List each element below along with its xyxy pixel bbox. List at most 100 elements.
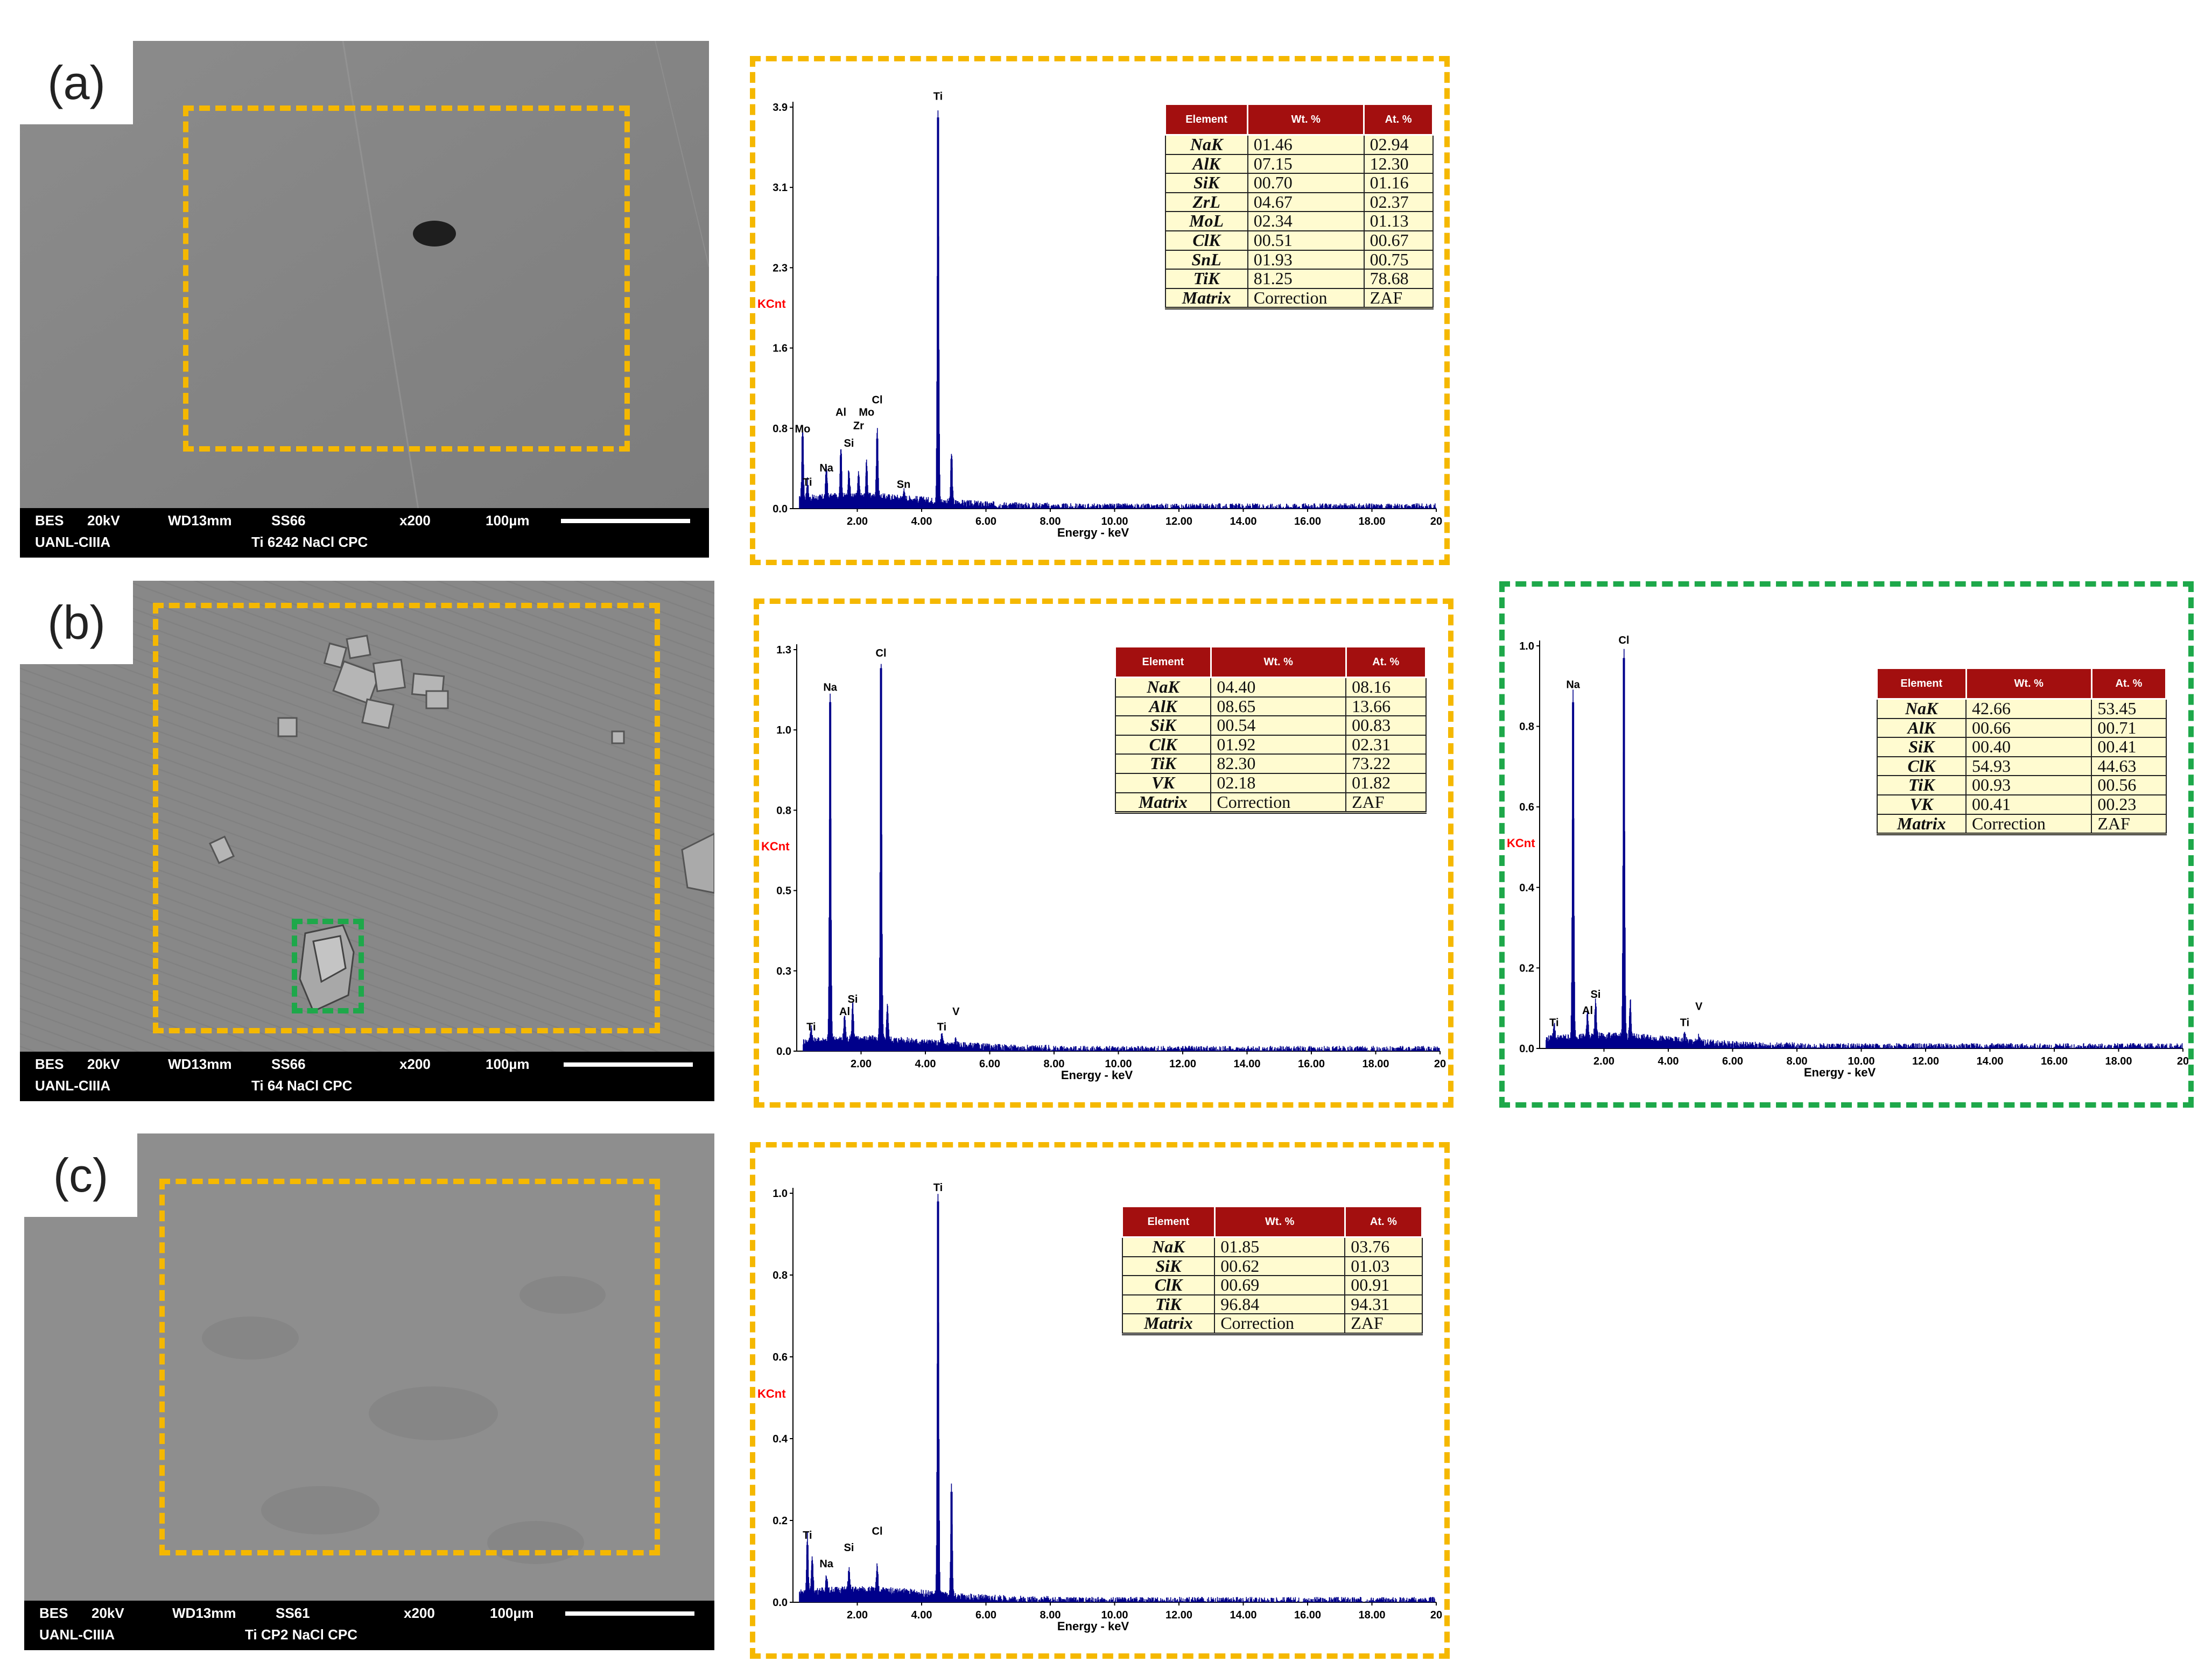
value-cell: 00.70 (1247, 173, 1365, 193)
peak-label: Na (823, 681, 837, 693)
table-row: VK 02.18 01.82 (1114, 772, 1427, 793)
roi-particle-b (292, 919, 364, 1013)
value-cell: 13.66 (1345, 696, 1427, 717)
x-tick-label: 12.00 (1169, 1058, 1196, 1070)
y-tick-label: 1.3 (776, 644, 791, 656)
edge-deposit (681, 833, 714, 894)
y-tick-label: 0.0 (773, 1597, 788, 1609)
sem-info-bar-b: BES 20kV WD13mm SS66 x200 100µm UANL-CII… (20, 1052, 714, 1101)
surface-pit (413, 221, 456, 247)
edx-frame-b-particle: 0.0 0.2 0.4 0.6 0.8 1.0 2.00 4.00 6.00 8.00 10.00 1… (1499, 581, 2194, 1108)
panel-label-b: (b) (20, 581, 133, 664)
table-row: AlK 08.65 13.66 (1114, 696, 1427, 717)
table-header-cell: At. % (1363, 103, 1434, 136)
element-cell: SiK (1876, 737, 1967, 757)
table-row: MoL 02.34 01.13 (1164, 211, 1434, 231)
value-cell: Correction (1214, 1313, 1346, 1335)
sem-lab: UANL-CIIIA (35, 534, 111, 550)
y-tick-label: 0.8 (773, 423, 788, 435)
y-tick-label: 0.4 (773, 1433, 788, 1445)
eds-table-b-particle: Element Wt. % At. % NaK 42.66 53.45 AlK 00.66 00… (1876, 667, 2167, 836)
x-axis-label: Energy - keV (1804, 1066, 1876, 1079)
peak-label: Ti (1680, 1017, 1689, 1029)
y-tick-label: 2.3 (773, 262, 788, 274)
peak-label: Ti (933, 90, 943, 102)
table-row: ClK 00.69 00.91 (1121, 1275, 1423, 1295)
table-row: Matrix Correction ZAF (1876, 813, 2167, 836)
peak-label: Sn (897, 479, 911, 491)
sem-voltage: 20kV (87, 512, 120, 529)
peak-label: Cl (872, 1525, 883, 1537)
value-cell: 00.51 (1247, 230, 1365, 251)
peak-label: Ti (806, 1022, 816, 1033)
table-row: ClK 00.51 00.67 (1164, 230, 1434, 251)
value-cell: 01.93 (1247, 249, 1365, 270)
spectrum-trace (1546, 649, 2183, 1048)
table-header-cell: Wt. % (1965, 667, 2092, 700)
value-cell: Correction (1965, 813, 2092, 836)
value-cell: 03.76 (1344, 1236, 1423, 1257)
value-cell: 96.84 (1214, 1294, 1346, 1315)
sem-mag: x200 (404, 1605, 435, 1621)
y-tick-label: 0.0 (1519, 1043, 1534, 1055)
y-tick-label: 0.5 (776, 885, 791, 897)
x-tick-label: 4.00 (1658, 1055, 1679, 1067)
value-cell: ZAF (2091, 813, 2167, 836)
x-tick-label: 6.00 (975, 1609, 996, 1621)
eds-table-b: Element Wt. % At. % NaK 04.40 08.16 AlK 08.65 13… (1114, 646, 1427, 814)
peak-label: Na (1566, 679, 1580, 691)
x-tick-label: 2.00 (1593, 1055, 1614, 1067)
value-cell: 81.25 (1247, 269, 1365, 289)
value-cell: 01.92 (1210, 734, 1347, 755)
x-tick-label: 14.00 (1976, 1055, 2003, 1067)
y-axis-label: KCnt (1507, 836, 1535, 850)
x-tick-label: 18.00 (2105, 1055, 2132, 1067)
table-row: SnL 01.93 00.75 (1164, 249, 1434, 270)
value-cell: ZAF (1344, 1313, 1423, 1335)
y-tick-label: 1.0 (776, 724, 791, 736)
element-cell: TiK (1114, 754, 1212, 774)
value-cell: ZAF (1345, 792, 1427, 814)
value-cell: 02.94 (1363, 134, 1434, 155)
value-cell: 00.91 (1344, 1275, 1423, 1295)
table-header-cell: At. % (1344, 1206, 1423, 1238)
sem-image-b: BES 20kV WD13mm SS66 x200 100µm UANL-CII… (20, 581, 714, 1101)
x-tick-label: 12.00 (1912, 1055, 1939, 1067)
y-tick-label: 0.0 (776, 1046, 791, 1058)
value-cell: 00.83 (1345, 715, 1427, 736)
y-tick-label: 0.4 (1519, 882, 1535, 894)
sem-image-c: BES 20kV WD13mm SS61 x200 100µm UANL-CII… (24, 1133, 714, 1650)
sem-lab: UANL-CIIIA (39, 1626, 115, 1643)
sem-mode: BES (35, 1056, 64, 1072)
sem-info-bar-c: BES 20kV WD13mm SS61 x200 100µm UANL-CII… (24, 1601, 714, 1650)
peak-label: Ti (803, 477, 812, 489)
value-cell: 00.40 (1965, 737, 2092, 757)
y-axis-label: KCnt (761, 840, 790, 853)
peak-label: Zr (853, 420, 864, 432)
sem-sample: Ti 64 NaCl CPC (251, 1078, 353, 1094)
value-cell: 08.16 (1345, 677, 1427, 698)
table-row: SiK 00.70 01.16 (1164, 173, 1434, 193)
spectrum-plot-b-particle: 0.0 0.2 0.4 0.6 0.8 1.0 2.00 4.00 6.00 8.00 10.00 1… (1507, 635, 2188, 1079)
x-tick-label: 10.00 (1101, 1609, 1128, 1621)
x-axis-label: Energy - keV (1057, 1619, 1129, 1633)
sem-mag: x200 (399, 1056, 431, 1072)
salt-particle (299, 924, 355, 1013)
table-header-cell: Element (1164, 103, 1249, 136)
x-tick-label: 8.00 (1044, 1058, 1065, 1070)
value-cell: 00.41 (2091, 737, 2167, 757)
y-tick-label: 0.2 (773, 1515, 788, 1527)
value-cell: 73.22 (1345, 754, 1427, 774)
x-tick-label: 4.00 (911, 516, 932, 527)
element-cell: SiK (1121, 1256, 1216, 1277)
eds-table-a: Element Wt. % At. % NaK 01.46 02.94 AlK 07.15 12… (1164, 103, 1434, 310)
y-tick-label: 1.0 (773, 1188, 788, 1200)
sem-image-a: BES 20kV WD13mm SS66 x200 100µm UANL-CII… (20, 41, 709, 558)
element-cell: NaK (1876, 698, 1967, 719)
edx-frame-c: 0.0 0.2 0.4 0.6 0.8 1.0 2.00 4.00 6.00 8.00 10.00 1… (750, 1142, 1450, 1659)
scale-bar (561, 519, 690, 523)
value-cell: 00.56 (2091, 775, 2167, 795)
sem-wd: WD13mm (168, 1056, 232, 1072)
value-cell: 00.66 (1965, 717, 2092, 738)
y-tick-label: 0.2 (1519, 962, 1534, 974)
